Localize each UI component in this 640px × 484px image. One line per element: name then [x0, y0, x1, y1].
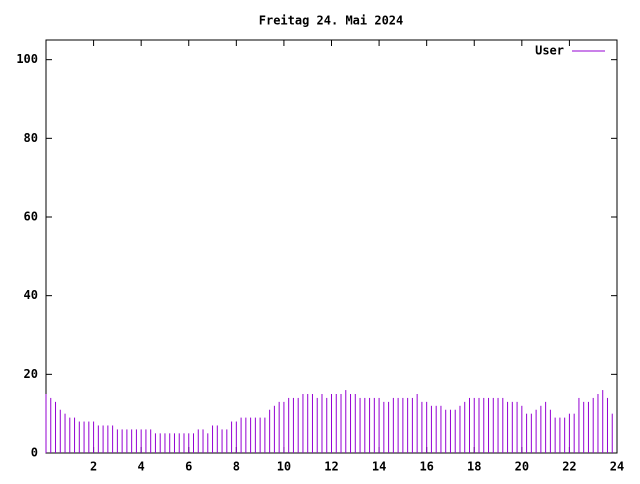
x-tick-label: 22: [562, 460, 576, 474]
y-tick-label: 0: [31, 446, 38, 460]
x-tick-label: 24: [610, 460, 624, 474]
x-tick-label: 12: [324, 460, 338, 474]
x-tick-label: 14: [372, 460, 386, 474]
x-tick-label: 4: [138, 460, 145, 474]
y-tick-label: 100: [16, 52, 38, 66]
y-tick-label: 40: [24, 288, 38, 302]
x-tick-label: 20: [515, 460, 529, 474]
x-tick-label: 10: [277, 460, 291, 474]
x-tick-label: 2: [90, 460, 97, 474]
x-tick-label: 18: [467, 460, 481, 474]
y-tick-label: 80: [24, 131, 38, 145]
x-tick-label: 6: [185, 460, 192, 474]
chart-title: Freitag 24. Mai 2024: [259, 14, 404, 28]
x-tick-label: 16: [419, 460, 433, 474]
y-tick-label: 20: [24, 367, 38, 381]
legend-label: User: [535, 44, 564, 58]
y-tick-label: 60: [24, 210, 38, 224]
x-tick-label: 8: [233, 460, 240, 474]
